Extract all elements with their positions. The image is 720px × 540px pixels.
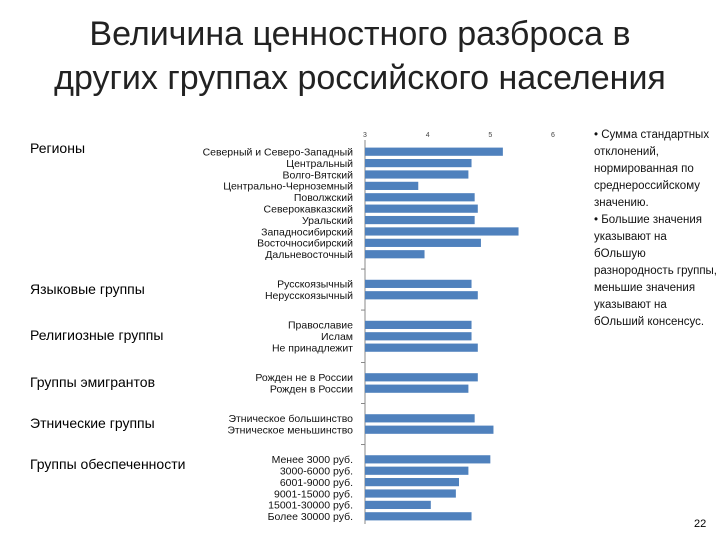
- category-label: Западносибирский: [261, 226, 353, 238]
- category-label: Волго-Вятский: [282, 169, 353, 181]
- notes-panel: • Сумма стандартных отклонений, нормиров…: [594, 127, 718, 331]
- category-label: Северокавказский: [264, 203, 354, 215]
- category-label: Ислам: [321, 331, 353, 343]
- group-label: Регионы: [30, 140, 86, 156]
- bar: [365, 238, 481, 247]
- bar: [365, 279, 472, 288]
- bar: [365, 414, 475, 423]
- note-2: • Большие значения указывают на бОльшую …: [594, 214, 718, 328]
- note-1: • Сумма стандартных отклонений, нормиров…: [594, 129, 710, 209]
- category-label: 9001-15000 руб.: [274, 488, 353, 500]
- bar: [365, 489, 456, 498]
- bar: [365, 227, 519, 236]
- bar: [365, 158, 472, 168]
- group-label: Языковые группы: [30, 280, 145, 297]
- bar: [365, 332, 472, 341]
- category-label: Уральский: [302, 215, 353, 227]
- bar: [365, 466, 469, 475]
- category-label: Рожден не в России: [255, 372, 353, 384]
- group-label: Этнические группы: [30, 415, 155, 431]
- bar: [365, 170, 469, 179]
- bar: [365, 250, 425, 259]
- category-label: Рожден в России: [270, 383, 353, 395]
- bar: [365, 384, 469, 393]
- bar: [365, 455, 491, 464]
- x-tick-label: 4: [426, 132, 430, 139]
- bar: [365, 181, 419, 190]
- title-line-1: Величина ценностного разброса в: [89, 15, 631, 53]
- category-label: Дальневосточный: [265, 249, 353, 261]
- category-label: Православие: [288, 320, 353, 332]
- category-label: Менее 3000 руб.: [272, 454, 353, 466]
- x-tick-label: 6: [551, 132, 555, 139]
- category-label: Центрально-Черноземный: [223, 181, 353, 193]
- category-label: Центральный: [286, 158, 353, 170]
- bar: [365, 204, 478, 213]
- category-label: Нерусскоязычный: [265, 290, 353, 302]
- bar: [365, 343, 478, 352]
- category-label: Не принадлежит: [272, 342, 353, 354]
- category-label: Восточносибирский: [257, 238, 353, 250]
- category-label: 6001-9000 руб.: [280, 477, 353, 489]
- x-tick-label: 5: [488, 132, 492, 139]
- bar: [365, 215, 475, 225]
- category-label: Поволжский: [294, 192, 353, 204]
- bar: [365, 373, 478, 382]
- group-label: Религиозные группы: [30, 327, 164, 344]
- category-label: Более 30000 руб.: [268, 511, 353, 523]
- x-tick-label: 3: [363, 132, 367, 139]
- group-label: Группы эмигрантов: [30, 373, 156, 390]
- bar: [365, 425, 494, 434]
- category-label: 15001-30000 руб.: [268, 500, 353, 512]
- title-line-2: других группах российского населения: [54, 59, 666, 97]
- category-label: Северный и Северо-Западный: [203, 146, 354, 158]
- category-label: Русскоязычный: [277, 279, 353, 291]
- bar: [365, 500, 431, 510]
- category-label: Этническое меньшинство: [227, 425, 353, 437]
- category-label: Этническое большинство: [228, 413, 353, 425]
- page-title: Величина ценностного разброса в других г…: [0, 12, 720, 100]
- bar: [365, 147, 503, 156]
- category-label: 3000-6000 руб.: [280, 466, 353, 478]
- page-number: 22: [694, 518, 707, 530]
- bar: [365, 320, 472, 329]
- bar: [365, 512, 472, 521]
- bar: [365, 478, 459, 487]
- group-label: Группы обеспеченности: [30, 455, 186, 472]
- bar: [365, 291, 478, 300]
- bar: [365, 193, 475, 202]
